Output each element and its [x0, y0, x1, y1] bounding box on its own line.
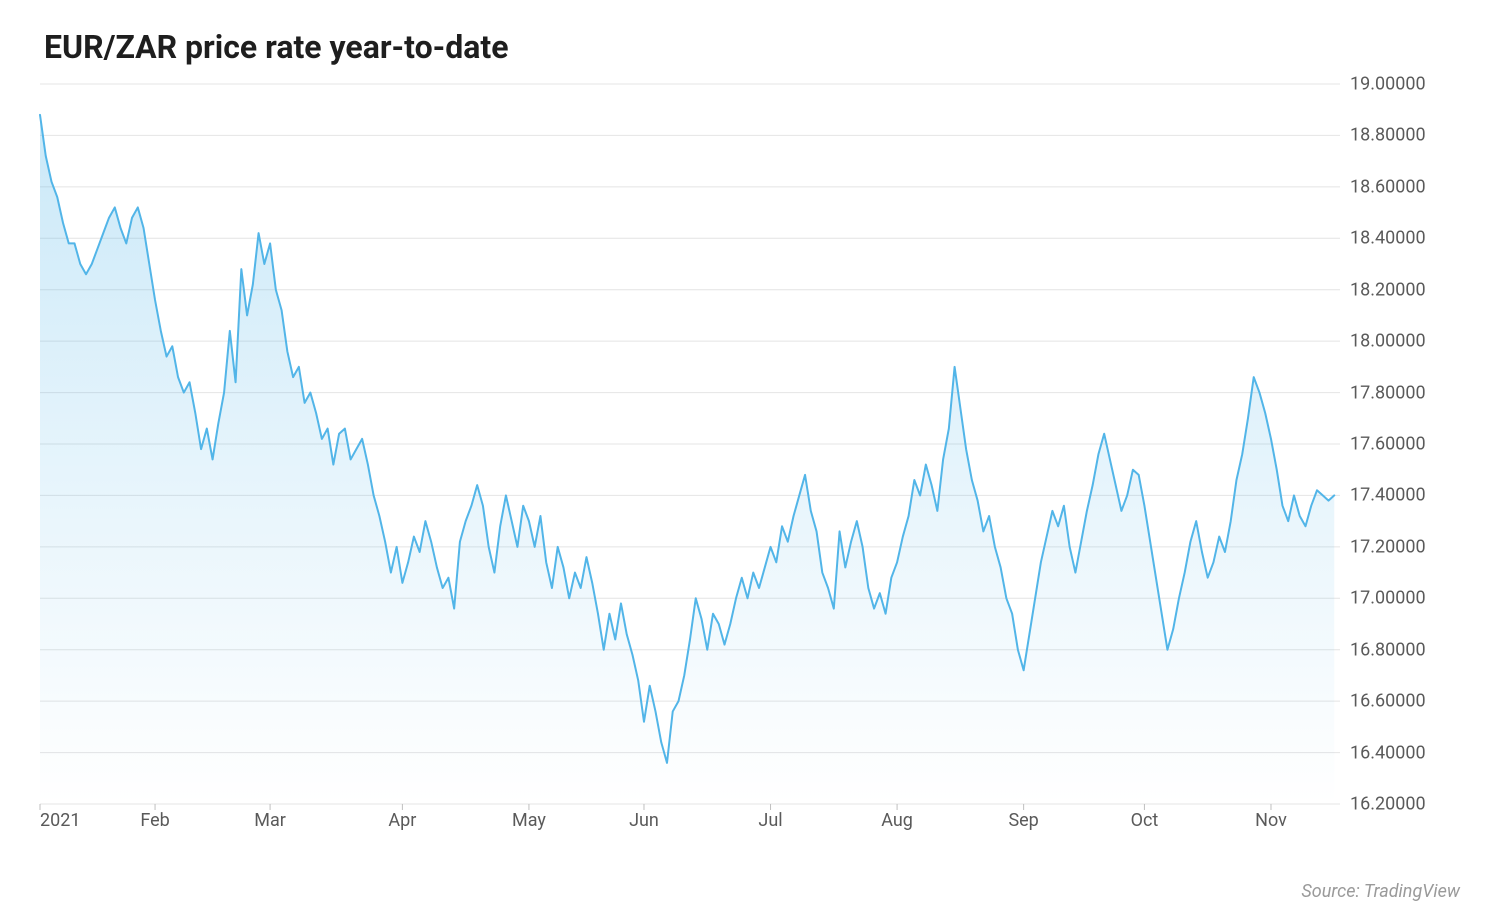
x-tick-label: Sep [1008, 810, 1038, 831]
y-tick-label: 16.80000 [1350, 639, 1426, 660]
y-tick-label: 18.60000 [1350, 176, 1426, 197]
chart-container: EUR/ZAR price rate year-to-date 19.00000… [0, 0, 1500, 914]
series-area [40, 115, 1334, 804]
y-tick-label: 17.00000 [1350, 588, 1426, 609]
x-tick-label: Apr [388, 810, 416, 831]
y-tick-label: 16.20000 [1350, 794, 1426, 815]
y-tick-label: 17.40000 [1350, 485, 1426, 506]
chart-title: EUR/ZAR price rate year-to-date [44, 28, 1460, 66]
x-tick-label: Nov [1255, 810, 1287, 831]
y-tick-label: 17.80000 [1350, 382, 1426, 403]
x-axis: 2021 Feb Mar Apr May Jun Jul Aug Sep Oct Nov [40, 804, 1340, 844]
y-tick-label: 17.20000 [1350, 536, 1426, 557]
x-tick-label: Jun [629, 810, 659, 831]
source-attribution: Source: TradingView [1301, 881, 1460, 902]
x-tick-label: 2021 [40, 810, 80, 831]
x-tick-label: Oct [1131, 810, 1159, 831]
y-tick-label: 18.00000 [1350, 331, 1426, 352]
y-tick-label: 16.60000 [1350, 691, 1426, 712]
x-tick-label: Mar [254, 810, 286, 831]
y-tick-label: 16.40000 [1350, 742, 1426, 763]
plot-region [40, 84, 1340, 804]
y-tick-label: 18.40000 [1350, 228, 1426, 249]
line-chart-svg [40, 84, 1340, 804]
x-tick-label: May [512, 810, 546, 831]
y-tick-label: 18.80000 [1350, 125, 1426, 146]
x-tick-label: Feb [140, 810, 169, 831]
x-tick-label: Aug [881, 810, 913, 831]
x-tick-label: Jul [758, 810, 782, 831]
chart-area: 19.0000018.8000018.6000018.4000018.20000… [40, 84, 1460, 844]
y-tick-label: 19.00000 [1350, 74, 1426, 95]
y-tick-label: 17.60000 [1350, 434, 1426, 455]
y-tick-label: 18.20000 [1350, 279, 1426, 300]
y-axis: 19.0000018.8000018.6000018.4000018.20000… [1340, 84, 1460, 804]
